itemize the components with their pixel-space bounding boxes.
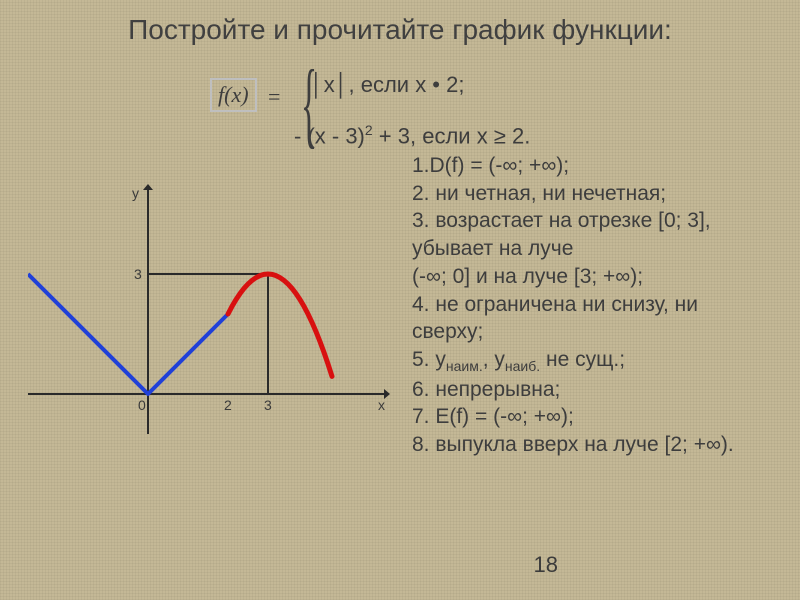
- svg-text:0: 0: [138, 397, 146, 413]
- prop-2: 2. ни четная, ни нечетная;: [412, 180, 772, 208]
- equals-sign: =: [268, 84, 280, 110]
- chart-svg: 0 2 3 3 x y: [28, 184, 390, 434]
- chart-area: 0 2 3 3 x y: [28, 184, 390, 434]
- prop-6: 6. непрерывна;: [412, 376, 772, 404]
- svg-text:3: 3: [264, 397, 272, 413]
- prop-1: 1.D(f) = (-∞; +∞);: [412, 152, 772, 180]
- prop-8: 8. выпукла вверх на луче [2; +∞).: [412, 431, 772, 459]
- p5b: , y: [483, 348, 505, 371]
- prop-3b: (-∞; 0] и на луче [3; +∞);: [412, 263, 772, 291]
- function-box: f(x): [210, 78, 257, 112]
- svg-text:2: 2: [224, 397, 232, 413]
- page-number: 18: [534, 552, 558, 578]
- prop-7: 7. E(f) = (-∞; +∞);: [412, 403, 772, 431]
- svg-text:x: x: [378, 397, 385, 413]
- piece2-exponent: 2: [365, 122, 373, 138]
- prop-3: 3. возрастает на отрезке [0; 3], убывает…: [412, 207, 772, 262]
- svg-text:y: y: [132, 185, 139, 201]
- p5a: 5. y: [412, 348, 446, 371]
- piece2-prefix: - (x - 3): [294, 123, 365, 148]
- prop-5: 5. yнаим., yнаиб. не сущ.;: [412, 346, 772, 376]
- piece-2: - (x - 3)2 + 3, если x ≥ 2.: [294, 122, 530, 149]
- p5a-sub: наим.: [446, 358, 483, 374]
- p5b-sub: наиб.: [505, 358, 540, 374]
- piece2-suffix: + 3, если x ≥ 2.: [373, 123, 531, 148]
- svg-text:3: 3: [134, 266, 142, 282]
- p5c: не сущ.;: [540, 348, 625, 371]
- prop-4: 4. не ограничена ни снизу, ни сверху;: [412, 291, 772, 346]
- page-title: Постройте и прочитайте график функции:: [0, 14, 800, 46]
- properties-block: 1.D(f) = (-∞; +∞); 2. ни четная, ни нече…: [412, 152, 772, 459]
- piece-1: │x│, если x • 2;: [310, 72, 464, 98]
